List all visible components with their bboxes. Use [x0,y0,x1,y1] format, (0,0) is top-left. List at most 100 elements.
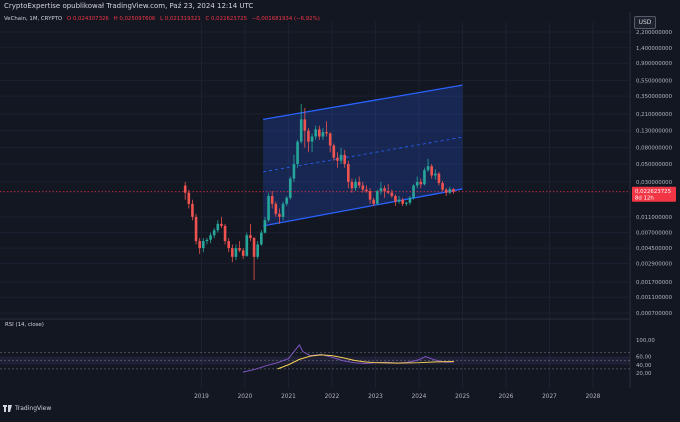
candle-body [347,164,350,182]
rsi-ma-line [277,354,454,370]
candle [365,185,368,193]
time-axis-label: 2024 [412,394,427,400]
candle [354,178,357,192]
candle [361,181,365,193]
candle-body [332,145,336,158]
candle [249,223,252,242]
candle-body [194,216,198,242]
candle [372,197,375,207]
current-price-label: 0,022623725 [635,189,671,195]
candle-body [365,189,368,192]
candle [343,149,346,168]
candle-body [361,185,365,190]
candle [444,188,448,197]
candle [430,164,433,179]
low-value: L 0,021319321 [160,16,201,22]
price-axis-label: 0,550000000 [636,78,673,84]
candle-body [245,235,249,256]
candle [328,132,332,153]
price-axis-label: 0,900000000 [636,61,673,67]
price-axis-label: 0,210000000 [636,112,673,118]
high-value: H 0,025097606 [113,16,156,22]
channel-midline [263,136,463,173]
candle [183,181,187,200]
candle [299,103,303,144]
candle [394,194,397,207]
candle-body [390,192,394,197]
candle-body [191,203,194,217]
time-axis-label: 2027 [542,394,557,400]
candle [191,199,194,221]
candle-body [289,178,292,198]
candle-body [350,181,354,189]
candle-body [354,181,357,189]
candle-body [394,196,397,202]
time-axis-label: 2023 [368,394,383,400]
candle-body [296,141,299,165]
price-axis-label: 0,004500000 [636,246,673,252]
tradingview-footer[interactable]: TradingView [3,405,51,412]
candle [205,238,209,245]
candle [401,197,404,207]
candle [325,121,328,137]
candle-body [448,189,452,193]
symbol-name[interactable]: VeChain, 1M, CRYPTO [4,16,63,22]
candle-body [401,199,404,204]
candle [296,139,299,168]
price-axis-label: 0,011000000 [636,215,673,221]
time-axis-label: 2022 [325,394,340,400]
candle [408,196,412,205]
candle-body [310,136,314,142]
time-axis-label: 2025 [455,394,470,400]
candle-body [285,197,288,204]
candle-body [249,235,252,239]
candle-body [386,191,390,193]
candle [347,160,350,189]
rsi-pane [0,344,630,373]
candle [423,167,426,186]
candle-body [238,248,241,251]
publish-header: CryptoExpertise opublikował TradingView.… [0,0,680,12]
rsi-axis-label: 60,00 [636,355,652,361]
price-axis-label: 2,200000000 [636,30,673,36]
candle [448,186,452,195]
candle-body [281,203,285,217]
time-axis[interactable]: 2019 2020 2021 2022 2023 2024 2025 2026 2027 2028 [194,394,601,400]
parallel-channel[interactable] [263,84,463,227]
channel-lower-line [263,188,463,227]
candle-body [426,166,430,171]
channel-upper-line [263,84,463,120]
candle-body [307,130,310,142]
price-axis-label: 0,001700000 [636,280,673,286]
tradingview-logo-icon [3,405,12,412]
candle [390,189,394,198]
candle [234,244,238,260]
price-axis-label: 0,350000000 [636,94,673,100]
price-axis-label: 0,001100000 [636,295,673,301]
candle-body [223,225,227,242]
candle-body [419,181,423,185]
open-value: O 0,024307326 [66,16,109,22]
candle-body [325,132,328,134]
candle [223,223,227,245]
candle-body [227,241,230,249]
candle [260,230,263,246]
candle-body [415,181,419,186]
candle [281,201,285,221]
time-axis-label: 2020 [238,394,253,400]
candle [303,107,307,148]
candle [336,152,339,168]
candle [292,154,296,182]
candle [252,236,256,281]
candle-body [183,185,187,193]
candle [238,241,241,253]
candle-body [292,164,296,179]
candle [383,185,386,198]
price-axis[interactable]: 2,200000000 1,400000000 0,900000000 0,55000… [632,30,676,317]
candle-body [209,235,212,240]
price-axis-label: 0,002900000 [636,261,673,267]
brand-name: TradingView [15,405,52,412]
currency-button[interactable]: USD [634,16,656,29]
rsi-band-fill [0,356,630,365]
